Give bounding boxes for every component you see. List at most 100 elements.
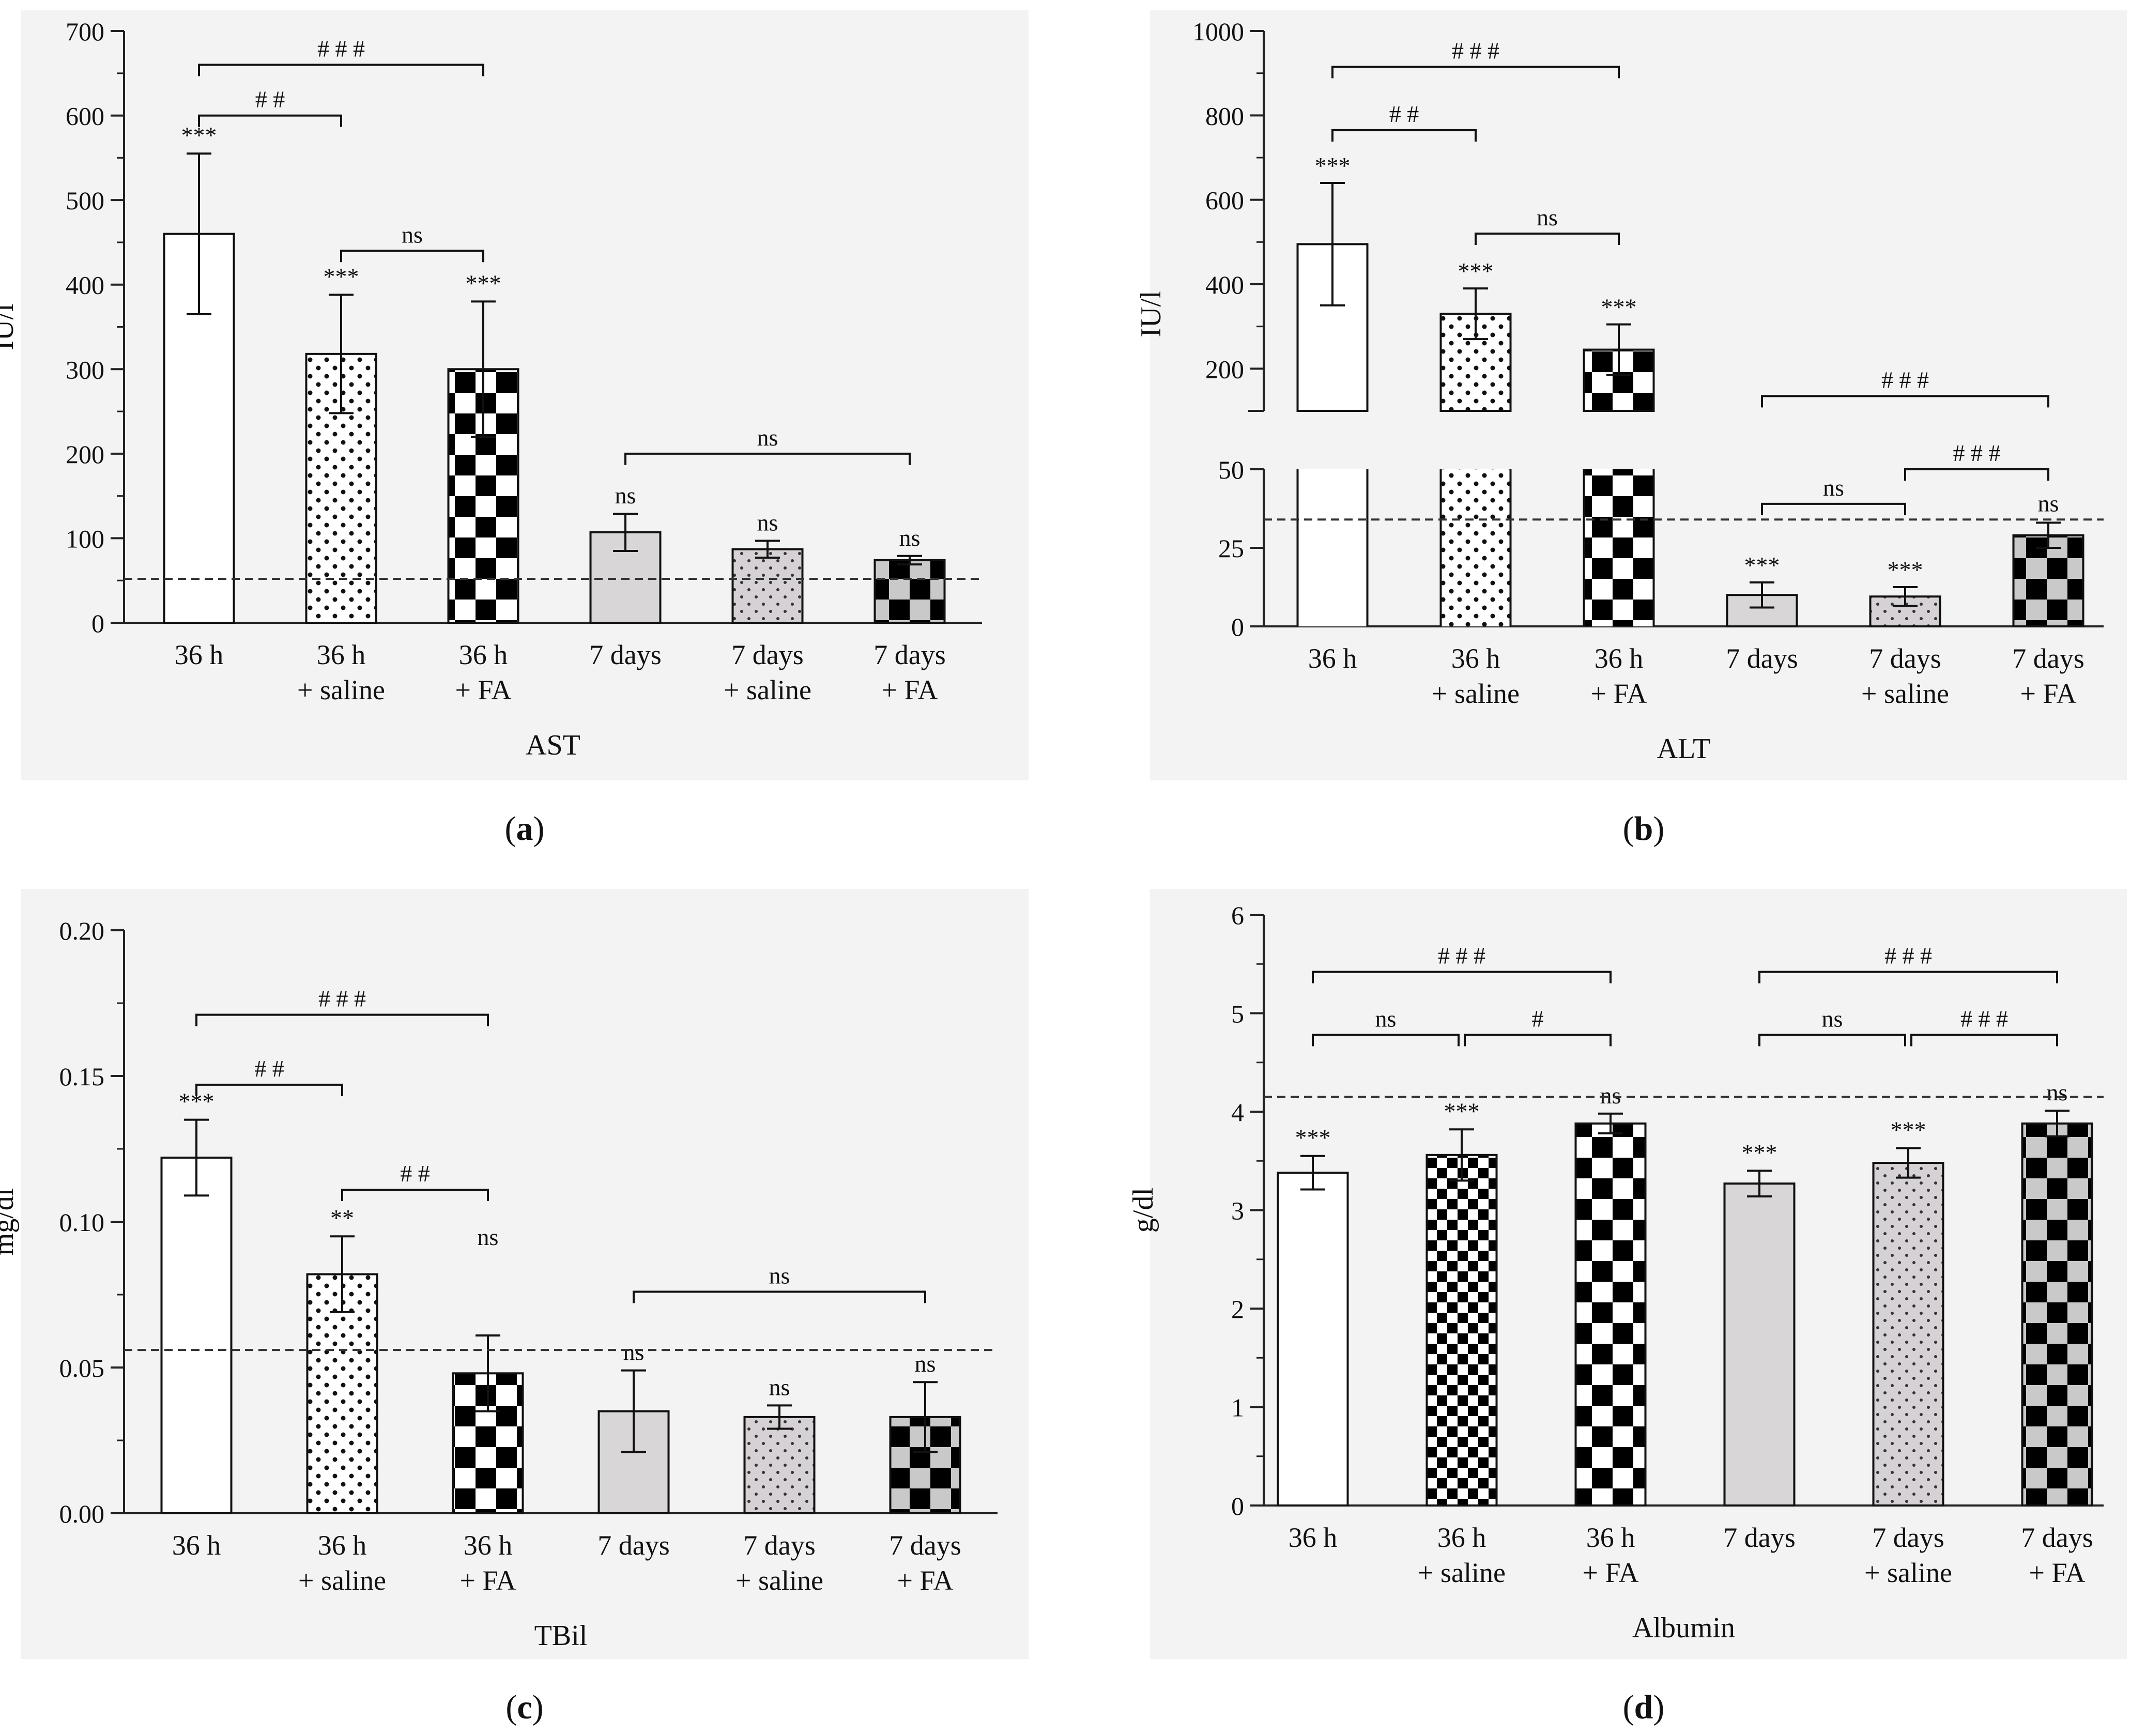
comparison-bracket [1475, 233, 1620, 245]
x-axis-title: Albumin [1632, 1612, 1735, 1644]
x-tick-label: 36 h [317, 639, 366, 670]
significance-label: ns [769, 1374, 790, 1400]
significance-label: *** [466, 270, 501, 296]
panel-d: 0 1 2 3 4 5 6 *** *** ns *** *** ns # # # ns # # # # ns # … [1127, 889, 2127, 1659]
y-tick-label: 0.20 [59, 916, 105, 945]
significance-label: ns [623, 1339, 645, 1365]
x-tick-label: + saline [735, 1565, 823, 1596]
x-tick-label: 36 h [464, 1530, 513, 1561]
x-tick-label: 7 days [597, 1530, 669, 1561]
significance-label: ns [615, 482, 636, 509]
y-tick-label: 0.00 [59, 1499, 105, 1528]
comparison-bracket [195, 1013, 489, 1026]
significance-label: ns [2038, 490, 2059, 516]
x-tick-label: 7 days [589, 639, 661, 670]
significance-label: *** [1601, 294, 1637, 320]
comparison-bracket [624, 452, 911, 465]
significance-label: ns [899, 525, 921, 551]
x-tick-label: 7 days [1723, 1522, 1795, 1553]
panel-label-b: (b) [1623, 810, 1665, 848]
comparison-label: ns [769, 1262, 790, 1288]
y-tick-label: 300 [66, 355, 104, 384]
bar [1872, 1162, 1944, 1507]
bar [873, 559, 946, 624]
comparison-bracket [1464, 1034, 1612, 1047]
bar [306, 1273, 378, 1515]
significance-label: *** [1888, 557, 1923, 583]
x-tick-label: 36 h [1586, 1522, 1635, 1553]
y-tick-label: 1000 [1192, 17, 1244, 46]
y-tick-label: 600 [1205, 186, 1244, 215]
x-tick-label: + FA [897, 1565, 954, 1596]
y-tick-label: 1 [1231, 1393, 1244, 1422]
y-axis-label: mg/dl [0, 1188, 20, 1256]
x-tick-label: 36 h [175, 639, 224, 670]
comparison-label: # # [400, 1160, 430, 1187]
significance-label: *** [1742, 1139, 1777, 1165]
x-tick-label: 36 h [1451, 643, 1500, 674]
x-tick-label: 7 days [2012, 643, 2084, 674]
x-tick-label: + saline [724, 674, 811, 705]
y-tick-label: 6 [1231, 901, 1244, 930]
comparison-bracket [1331, 66, 1620, 79]
y-tick-label: 0 [1231, 612, 1244, 641]
comparison-label: # # # [1881, 366, 1929, 393]
comparison-label: # # [254, 1055, 284, 1082]
x-tick-label: + FA [460, 1565, 516, 1596]
x-tick-label: + FA [455, 674, 512, 705]
significance-label: ns [2047, 1079, 2068, 1105]
bar [1297, 469, 1368, 626]
y-tick-label: 200 [1205, 355, 1244, 383]
comparison-label: # # # [317, 35, 365, 62]
x-tick-label: 7 days [873, 639, 945, 670]
x-tick-label: + FA [2020, 678, 2077, 709]
x-tick-label: 7 days [2021, 1522, 2093, 1553]
x-tick-label: 36 h [318, 1530, 367, 1561]
comparison-bracket [340, 250, 484, 263]
comparison-label: # # # [1960, 1005, 2008, 1032]
y-tick-label: 3 [1231, 1196, 1244, 1225]
x-axis-title: TBil [534, 1620, 588, 1652]
significance-label: *** [1444, 1098, 1480, 1124]
significance-label: ns [478, 1224, 499, 1250]
x-tick-label: 36 h [459, 639, 508, 670]
x-tick-label: 36 h [1595, 643, 1644, 674]
y-tick-label: 400 [1205, 270, 1244, 299]
y-tick-label: 200 [66, 440, 104, 469]
comparison-label: ns [402, 221, 423, 248]
comparison-label: # # [1389, 101, 1419, 127]
bar [2021, 1122, 2093, 1507]
significance-label: *** [324, 263, 359, 289]
comparison-bracket [198, 114, 342, 127]
comparison-label: # # # [1884, 942, 1932, 969]
x-tick-label: + saline [1432, 678, 1520, 709]
significance-label: *** [1315, 152, 1351, 179]
panel-label-a: (a) [505, 810, 545, 848]
comparison-bracket [195, 1083, 343, 1096]
y-tick-label: 50 [1218, 455, 1244, 484]
x-tick-label: 7 days [1869, 643, 1941, 674]
x-axis-title: ALT [1657, 733, 1711, 765]
comparison-bracket [1910, 1034, 2058, 1047]
comparison-label: ns [1822, 1005, 1843, 1032]
significance-label: *** [1891, 1116, 1926, 1143]
y-tick-label: 400 [66, 271, 104, 300]
y-tick-label: 600 [66, 102, 104, 131]
significance-label: *** [1458, 258, 1494, 284]
x-tick-label: 36 h [1289, 1522, 1338, 1553]
y-tick-label: 500 [66, 186, 104, 215]
comparison-label: # # [255, 86, 285, 113]
x-tick-label: + saline [1861, 678, 1949, 709]
comparison-label: ns [1375, 1005, 1397, 1032]
x-tick-label: 7 days [731, 639, 803, 670]
y-axis-label: g/dl [1127, 1188, 1159, 1233]
significance-label: *** [1744, 552, 1780, 578]
y-tick-label: 100 [66, 524, 104, 553]
comparison-label: # # # [1452, 37, 1499, 64]
x-tick-label: 7 days [743, 1530, 815, 1561]
chart-d: 0 1 2 3 4 5 6 *** *** ns *** *** ns # # # ns # # # # ns # … [1127, 901, 2104, 1644]
